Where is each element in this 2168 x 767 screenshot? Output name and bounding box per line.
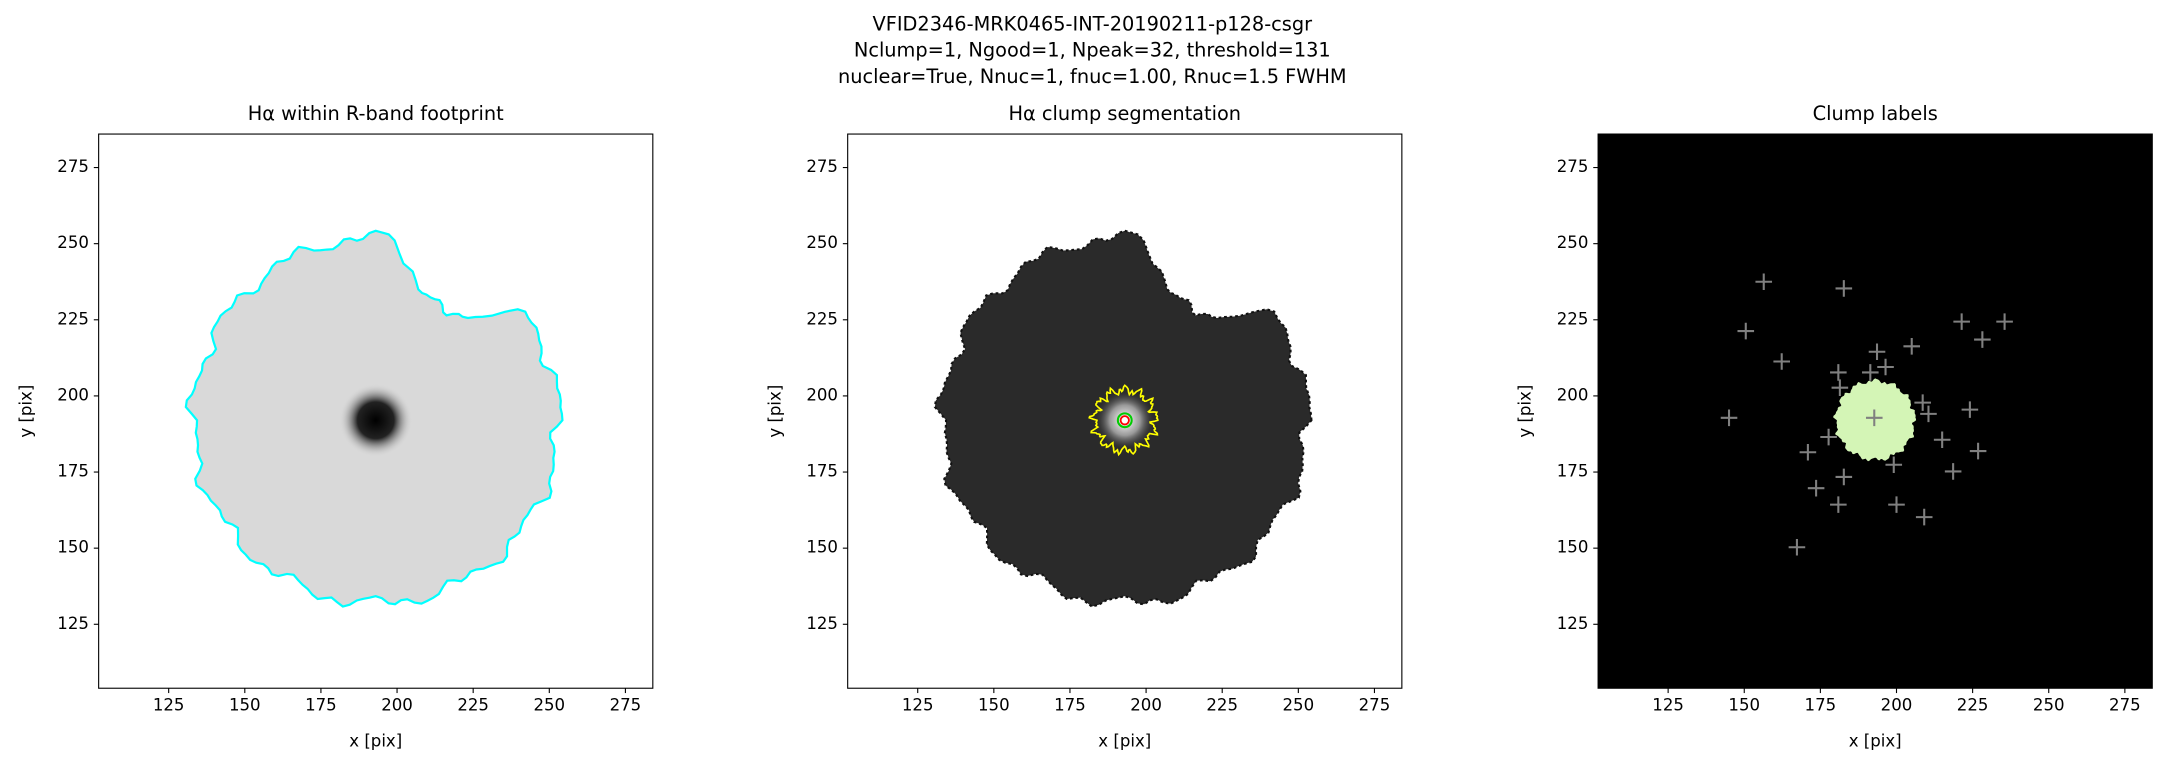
y-tick-label: 150 [806, 538, 838, 557]
peak-marker [1788, 538, 1806, 556]
y-tick-label: 125 [57, 614, 89, 633]
y-axis-label: y [pix] [1516, 385, 1535, 438]
peak-marker [1830, 364, 1847, 381]
x-tick-label: 200 [1130, 696, 1162, 715]
peak-marker [1933, 431, 1951, 449]
y-tick-label: 225 [806, 309, 838, 328]
peak-marker [1835, 468, 1853, 486]
peak-marker [1961, 401, 1979, 418]
y-axis-label: y [pix] [16, 385, 35, 438]
figure-title: VFID2346-MRK0465-INT-20190211-p128-csgr [872, 12, 1312, 35]
x-tick-label: 250 [533, 696, 565, 715]
x-tick-label: 125 [1652, 696, 1684, 715]
nucleus [339, 383, 413, 457]
peak-marker [1799, 443, 1817, 461]
y-tick-label: 225 [57, 309, 89, 328]
peak-marker [1915, 508, 1933, 526]
x-tick-label: 275 [610, 696, 642, 715]
y-tick-label: 275 [1557, 157, 1589, 176]
plot-area [1598, 134, 2153, 689]
y-tick-label: 250 [1557, 233, 1589, 252]
x-tick-label: 250 [1283, 696, 1315, 715]
peak-marker [1868, 343, 1886, 361]
y-tick-label: 275 [57, 157, 89, 176]
x-tick-label: 225 [1206, 696, 1238, 715]
x-tick-label: 125 [153, 696, 185, 715]
peak-marker [1865, 409, 1883, 427]
peak-marker [1953, 313, 1970, 330]
x-tick-label: 150 [229, 696, 261, 715]
y-tick-label: 125 [806, 614, 838, 633]
peak-marker [1920, 405, 1937, 423]
peak-marker [1820, 428, 1837, 446]
axes-title: Hα within R-band footprint [248, 102, 504, 125]
axes-frame [98, 133, 654, 689]
peak-marker [1903, 337, 1921, 355]
y-axis-label: y [pix] [765, 385, 784, 438]
axes-title: Clump labels [1813, 102, 1938, 125]
peak-marker [1974, 331, 1991, 348]
x-tick-label: 250 [2033, 696, 2065, 715]
peak-marker [1888, 496, 1905, 513]
peak-marker [1119, 415, 1130, 426]
x-tick-label: 225 [457, 696, 489, 715]
peak-marker [1877, 358, 1894, 376]
x-tick-label: 275 [1359, 696, 1391, 715]
x-tick-label: 150 [978, 696, 1010, 715]
peak-marker [1885, 456, 1903, 474]
y-tick-label: 200 [57, 385, 89, 404]
y-tick-label: 225 [1557, 309, 1589, 328]
peak-marker [1737, 322, 1755, 340]
x-tick-label: 275 [2109, 696, 2141, 715]
peak-marker [1830, 496, 1847, 513]
peak-marker [1862, 364, 1879, 381]
peak-marker [1755, 273, 1773, 291]
peak-marker [1720, 409, 1738, 427]
x-axis-label: x [pix] [349, 732, 402, 751]
y-tick-label: 250 [806, 233, 838, 252]
peak-marker [1807, 479, 1825, 497]
x-tick-label: 175 [1054, 696, 1086, 715]
peak-marker [1944, 463, 1962, 480]
peak-marker [1773, 353, 1790, 370]
y-tick-label: 275 [806, 157, 838, 176]
peak-marker [1835, 280, 1853, 297]
x-tick-label: 225 [1957, 696, 1989, 715]
y-tick-label: 150 [1557, 538, 1589, 557]
x-tick-label: 175 [305, 696, 337, 715]
peak-marker [1831, 379, 1849, 396]
plot-area [847, 134, 1402, 689]
y-tick-label: 175 [57, 462, 89, 481]
y-tick-label: 175 [1557, 462, 1589, 481]
y-tick-label: 150 [57, 538, 89, 557]
y-tick-label: 200 [806, 385, 838, 404]
axes-frame [847, 133, 1403, 689]
x-tick-label: 175 [1805, 696, 1837, 715]
x-tick-label: 150 [1728, 696, 1760, 715]
clump-contour [1088, 384, 1159, 457]
y-tick-label: 200 [1557, 385, 1589, 404]
peak-marker [1996, 313, 2013, 330]
x-tick-label: 200 [381, 696, 413, 715]
y-tick-label: 125 [1557, 614, 1589, 633]
peak-marker [1969, 442, 1987, 460]
nucleus-marker [1116, 412, 1133, 429]
x-tick-label: 200 [1881, 696, 1913, 715]
y-tick-label: 175 [806, 462, 838, 481]
x-axis-label: x [pix] [1098, 732, 1151, 751]
axes-frame [1597, 133, 2153, 689]
x-tick-label: 125 [902, 696, 934, 715]
axes-title: Hα clump segmentation [1008, 102, 1241, 125]
peak-marker [1914, 394, 1931, 411]
figure-title: nuclear=True, Nnuc=1, fnuc=1.00, Rnuc=1.… [838, 65, 1347, 88]
x-axis-label: x [pix] [1849, 732, 1902, 751]
figure-title: Nclump=1, Ngood=1, Npeak=32, threshold=1… [854, 39, 1331, 62]
plot-area [98, 134, 653, 689]
y-tick-label: 250 [57, 233, 89, 252]
